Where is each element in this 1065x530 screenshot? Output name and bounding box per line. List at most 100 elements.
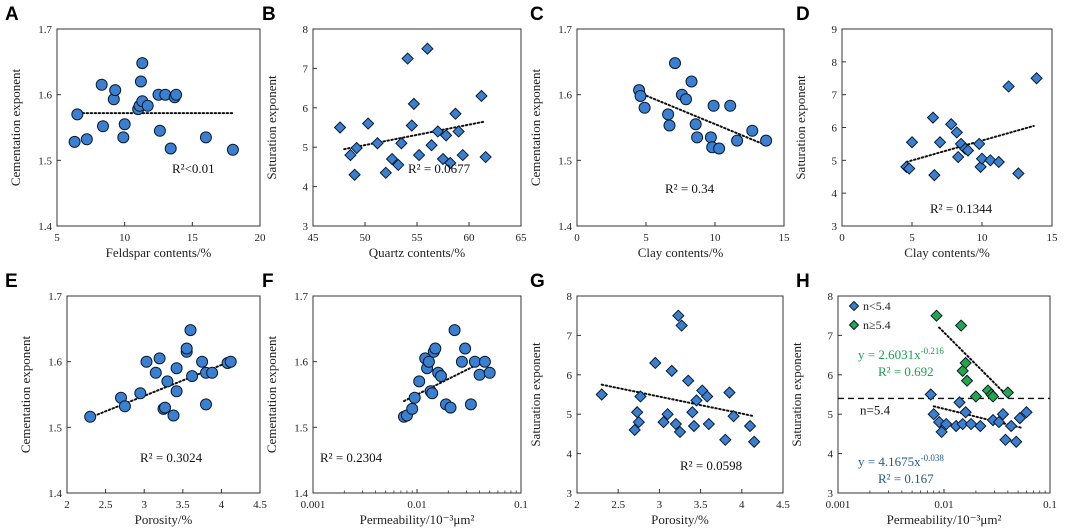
y-tick-label: 1.5 (48, 422, 62, 434)
data-point-low-n (1004, 419, 1018, 433)
y-tick-label: 1.6 (48, 357, 62, 369)
panel-letter: H (796, 271, 810, 292)
equation-high: y = 2.6031x-0.216 (858, 346, 944, 362)
y-tick-label: 1.6 (38, 90, 52, 102)
x-tick-label: 4.5 (253, 499, 267, 511)
data-point (483, 366, 496, 379)
data-point-high-n (930, 309, 943, 322)
data-point (691, 131, 704, 144)
y-tick-label: 6 (828, 370, 834, 382)
y-tick-label: 3 (832, 221, 838, 233)
y-tick-label: 8 (303, 24, 309, 36)
data-point-low-n (1020, 406, 1033, 419)
data-point (724, 99, 737, 112)
data-point (634, 90, 647, 102)
x-tick-label: 4 (219, 499, 225, 511)
plot-frame (66, 295, 261, 494)
panel-letter: C (530, 4, 544, 25)
data-point-low-n (1010, 435, 1023, 448)
data-point (421, 42, 434, 55)
data-point (975, 152, 989, 165)
data-point (662, 108, 675, 121)
data-point (80, 133, 93, 146)
x-tick-label: 55 (412, 232, 424, 244)
data-point (206, 366, 219, 379)
y-axis-label: Saturation exponent (528, 342, 543, 447)
data-point (933, 136, 947, 149)
data-point (153, 352, 166, 365)
r-squared-annotation: R² = 0.0677 (408, 161, 471, 176)
x-axis-label: Clay contents/% (638, 245, 724, 260)
data-point (685, 75, 698, 88)
data-point-low-n (924, 388, 937, 401)
equation-exponent: -0.038 (921, 453, 945, 463)
data-point (134, 75, 147, 88)
trend-line (905, 124, 1035, 163)
panel-c: C 1.4 1.5 1.6 1.7 0 5 10 15 Clay contents/% Cement… (528, 4, 790, 260)
data-point (456, 148, 469, 162)
plot-frame (576, 28, 785, 227)
y-tick-label: 1.4 (558, 221, 572, 233)
legend-label: n<5.4 (863, 299, 891, 313)
data-point (661, 407, 674, 421)
y-tick-label: 3 (567, 488, 573, 500)
x-tick-label: 3 (141, 499, 147, 511)
r-squared-annotation: R²<0.01 (172, 161, 215, 176)
data-point (700, 390, 714, 403)
data-point (649, 356, 662, 370)
data-point (444, 156, 457, 170)
data-point (657, 415, 670, 429)
data-point (746, 124, 759, 137)
x-tick-label: 2 (574, 499, 580, 511)
data-point (632, 415, 646, 429)
data-point (167, 409, 180, 422)
x-tick-label: 3 (657, 499, 663, 511)
data-point (673, 425, 687, 439)
data-point (707, 99, 720, 112)
data-point (928, 168, 941, 182)
data-point (944, 118, 958, 131)
data-point (972, 137, 986, 151)
data-point-low-n (927, 407, 940, 421)
equation-low: y = 4.1675x-0.038 (858, 453, 944, 469)
data-point (164, 142, 177, 155)
data-point-high-n (1001, 386, 1015, 399)
y-tick-label: 5 (832, 155, 838, 167)
r-squared-low: R² = 0.167 (878, 471, 934, 486)
legend-marker (848, 319, 860, 331)
data-point (200, 398, 212, 411)
data-point (71, 108, 84, 121)
x-axis-label: Quartz contents/% (369, 245, 466, 260)
data-point (475, 89, 488, 103)
data-point (902, 162, 916, 175)
data-point (760, 134, 773, 147)
r-squared-annotation: R² = 0.1344 (930, 201, 993, 216)
y-axis-label: Saturation exponent (789, 342, 804, 447)
data-point (1002, 80, 1015, 93)
data-point (180, 342, 193, 355)
y-tick-label: 1.5 (38, 155, 52, 167)
data-point (136, 57, 149, 70)
data-point (379, 166, 393, 180)
data-point (170, 385, 183, 398)
data-point (140, 355, 153, 368)
equation-exponent: -0.216 (921, 346, 945, 356)
data-point (719, 433, 732, 447)
data-point (117, 131, 130, 144)
y-tick-label: 5 (303, 142, 309, 154)
data-point (141, 99, 154, 112)
plot-frame (841, 28, 1053, 227)
data-point-high-n (959, 356, 972, 370)
y-tick-label: 6 (567, 370, 573, 382)
data-point (665, 364, 678, 378)
y-tick-label: 1.7 (38, 24, 52, 36)
data-point (747, 435, 761, 448)
data-point-low-n (1013, 411, 1027, 425)
data-point (638, 101, 651, 114)
data-point (926, 111, 940, 124)
y-tick-label: 1.6 (294, 357, 308, 369)
y-tick-label: 3 (828, 488, 834, 500)
data-point (743, 419, 757, 433)
x-tick-label: 0 (839, 232, 845, 244)
